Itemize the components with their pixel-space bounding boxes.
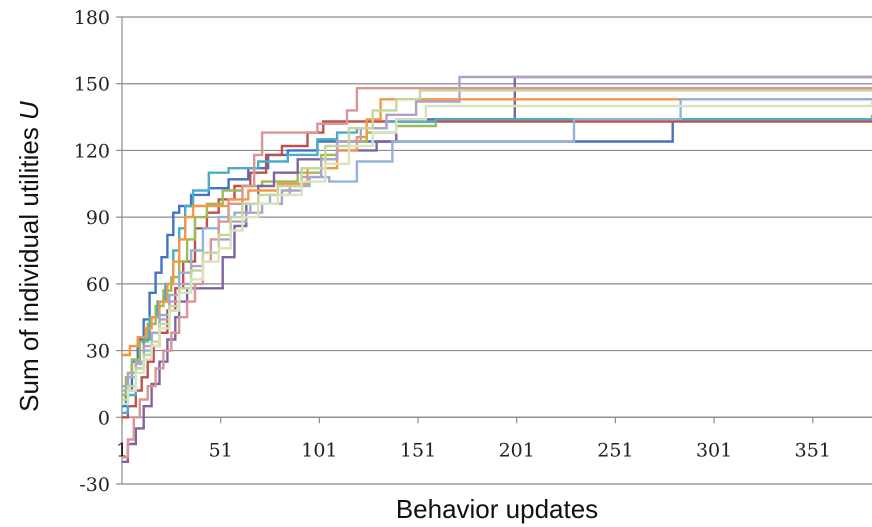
x-tick-label: 51	[209, 439, 233, 461]
x-tick-label: 251	[597, 439, 633, 461]
series-line-10	[122, 89, 872, 401]
y-tick-label: 150	[74, 74, 110, 96]
series-lines	[122, 75, 872, 463]
series-line-3	[122, 114, 872, 397]
series-line-7	[122, 98, 872, 392]
y-tick-label: 30	[86, 341, 110, 363]
y-axis-title-text: Sum of individual utilities	[14, 120, 44, 412]
x-axis-title: Behavior updates	[396, 494, 598, 524]
series-line-4	[122, 75, 872, 463]
series-line-1	[122, 118, 872, 408]
series-line-11	[122, 101, 872, 406]
y-tick-label: 180	[74, 7, 110, 29]
x-axis: 1 51 101 151 201 251 301 351	[116, 416, 872, 461]
y-tick-label: -30	[79, 474, 110, 496]
y-axis-title: Sum of individual utilities U	[14, 101, 44, 412]
series-line-5	[122, 118, 872, 414]
y-tick-label: 90	[86, 207, 110, 229]
y-axis: -30 0 30 60 90 120 150 180	[74, 7, 123, 496]
x-tick-label: 151	[400, 439, 436, 461]
y-axis-title-variable: U	[14, 101, 44, 120]
y-tick-label: 0	[98, 407, 110, 429]
y-tick-label: 120	[74, 140, 110, 162]
x-tick-label: 101	[301, 439, 337, 461]
y-tick-label: 60	[86, 274, 110, 296]
x-tick-label: 301	[696, 439, 732, 461]
series-line-8	[122, 87, 872, 459]
x-tick-label: 351	[795, 439, 831, 461]
series-line-2	[122, 120, 872, 419]
x-tick-label: 201	[499, 439, 535, 461]
x-tick-label: 1	[116, 439, 128, 461]
